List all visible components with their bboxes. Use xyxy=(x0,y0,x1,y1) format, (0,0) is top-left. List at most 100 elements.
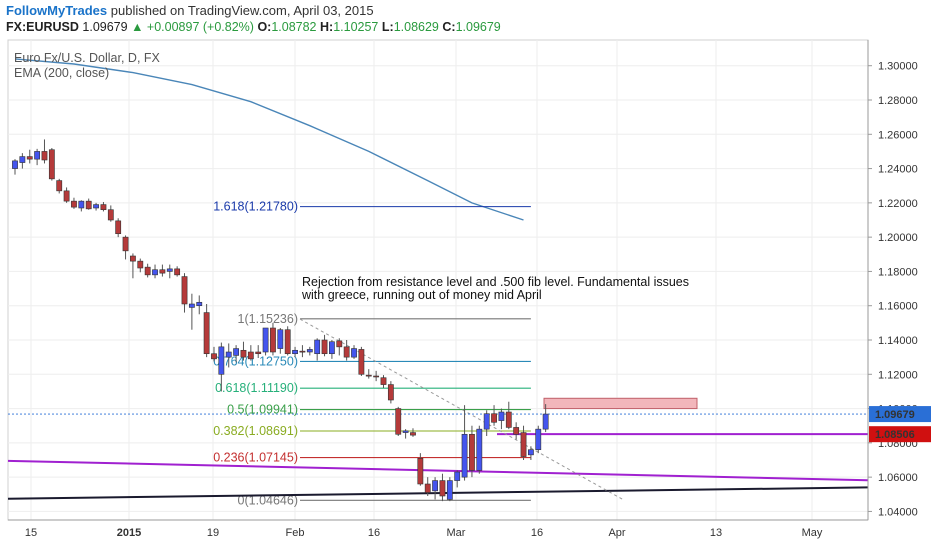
candle-up xyxy=(196,301,203,307)
y-tick-label: 1.18000 xyxy=(878,266,918,278)
candle-down xyxy=(56,180,63,192)
candle-down xyxy=(505,411,512,428)
price-label-text: 1.09679 xyxy=(875,409,915,421)
x-tick-label: 13 xyxy=(710,527,722,539)
indicator-label[interactable]: EMA (200, close) xyxy=(14,66,110,80)
published-text: published on TradingView.com, April 03, … xyxy=(107,3,374,18)
x-tick-label: Mar xyxy=(447,527,466,539)
candle-up xyxy=(402,430,409,433)
candle-down xyxy=(115,220,122,235)
y-tick-label: 1.04000 xyxy=(878,506,918,518)
open-value: 1.08782 xyxy=(271,20,317,34)
candle-up xyxy=(461,433,468,478)
candle-up xyxy=(225,351,232,358)
chart-header: FollowMyTrades published on TradingView.… xyxy=(0,0,932,38)
candle-down xyxy=(513,427,520,435)
candle-down xyxy=(85,200,92,210)
candle-down xyxy=(424,483,431,493)
x-tick-label: Feb xyxy=(286,527,305,539)
candle-down xyxy=(410,432,416,436)
y-tick-label: 1.16000 xyxy=(878,301,918,313)
candle-down xyxy=(159,269,166,274)
x-tick-label: 2015 xyxy=(117,527,141,539)
drawings[interactable] xyxy=(7,318,869,501)
y-tick-label: 1.24000 xyxy=(878,164,918,176)
long-trendline xyxy=(7,486,869,500)
candle-down xyxy=(48,149,55,180)
x-tick-label: May xyxy=(802,527,823,539)
price-label-box xyxy=(869,406,931,423)
symbol[interactable]: FX:EURUSD xyxy=(6,20,79,34)
series-title: Euro Fx/U.S. Dollar, D, FX xyxy=(14,51,160,65)
candle-up xyxy=(306,349,313,353)
resistance-zone xyxy=(543,397,698,410)
candle-up xyxy=(262,327,269,353)
candle-up xyxy=(152,269,158,276)
price-label-text: 1.08506 xyxy=(875,429,915,441)
candle-up xyxy=(446,480,453,500)
candle-down xyxy=(203,312,210,355)
trade-note[interactable]: Rejection from resistance level and .500… xyxy=(301,275,689,302)
candle-up xyxy=(218,346,225,375)
ema-layer xyxy=(14,58,524,221)
y-tick-label: 1.30000 xyxy=(878,61,918,73)
candle-up xyxy=(351,348,357,358)
candle-up xyxy=(498,411,505,421)
low-label: L: xyxy=(381,20,394,34)
candle-up xyxy=(454,471,461,481)
candle-down xyxy=(26,156,33,160)
fib-level-label: 0.5(1.09941) xyxy=(227,403,298,417)
fib-level-label: 0.382(1.08691) xyxy=(213,424,298,438)
candle-down xyxy=(130,255,136,262)
y-tick-label: 1.12000 xyxy=(878,369,918,381)
candle-down xyxy=(107,209,114,221)
x-tick-label: 19 xyxy=(207,527,219,539)
candle-down xyxy=(380,377,387,385)
candle-down xyxy=(144,266,151,276)
low-value: 1.08629 xyxy=(393,20,439,34)
y-tick-label: 1.28000 xyxy=(878,95,918,107)
candle-down xyxy=(240,349,247,358)
candle-down xyxy=(520,432,527,457)
open-label: O: xyxy=(257,20,272,34)
y-tick-label: 1.14000 xyxy=(878,335,918,347)
price-label-box xyxy=(869,426,931,443)
fib-level-label: 0.236(1.07145) xyxy=(213,451,298,465)
candle-down xyxy=(395,408,402,435)
plot-frame xyxy=(7,39,869,521)
candle-down xyxy=(174,268,181,276)
author-link[interactable]: FollowMyTrades xyxy=(6,3,108,18)
candle-up xyxy=(93,204,99,209)
high-value: 1.10257 xyxy=(333,20,379,34)
candle-up xyxy=(34,151,41,160)
grid xyxy=(7,39,869,521)
candle-down xyxy=(321,339,328,355)
candle-up xyxy=(78,200,85,209)
x-tick-label: Apr xyxy=(608,527,625,539)
candle-up xyxy=(314,339,321,355)
candle-up xyxy=(19,156,26,163)
price-change: ▲ +0.00897 (+0.82%) xyxy=(131,20,254,34)
candles xyxy=(12,139,549,502)
candle-down xyxy=(41,151,48,161)
candle-down xyxy=(387,384,394,401)
candle-down xyxy=(284,329,291,355)
y-tick-label: 1.22000 xyxy=(878,198,918,210)
fibonacci-retracement[interactable]: 1.618(1.21780) 1(1.15236) 0.764(1.12750) 0.… xyxy=(213,200,531,508)
publish-line: FollowMyTrades published on TradingView.… xyxy=(6,3,374,18)
candle-down xyxy=(417,457,424,485)
candle-up xyxy=(432,480,438,492)
candle-up xyxy=(188,303,195,308)
candle-down xyxy=(122,236,129,252)
candle-down xyxy=(71,200,77,208)
close-value: 1.09679 xyxy=(455,20,501,34)
fib-level-label: 0(1.04646) xyxy=(238,493,298,507)
fib-level-label: 0.764(1.12750) xyxy=(213,354,298,368)
y-tick-label: 1.20000 xyxy=(878,232,918,244)
candle-up xyxy=(527,449,534,456)
x-tick-label: 16 xyxy=(368,527,380,539)
fib-level-label: 1.618(1.21780) xyxy=(213,200,298,214)
candle-down xyxy=(211,353,217,360)
last-price: 1.09679 xyxy=(82,20,128,34)
